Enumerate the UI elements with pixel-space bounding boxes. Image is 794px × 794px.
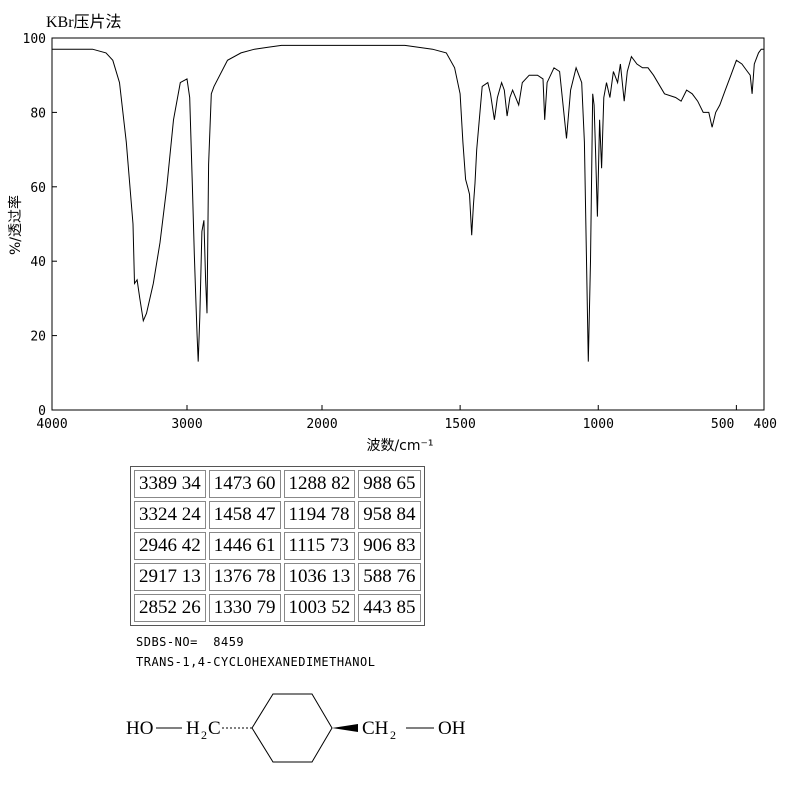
ch2-sub: 2 xyxy=(390,728,396,742)
compound-name: TRANS-1,4-CYCLOHEXANEDIMETHANOL xyxy=(136,655,376,669)
x-tick-label: 1500 xyxy=(444,417,475,432)
ir-spectrum-chart: KBr压片法 0 20 40 60 80 100 4000 3000 2000 1500 1000… xyxy=(7,13,777,454)
sdbs-info: SDBS-NO= 8459 TRANS-1,4-CYCLOHEXANEDIMET… xyxy=(136,632,375,672)
peak-table-cell: 2917 13 xyxy=(134,563,206,591)
peak-table-cell: 2946 42 xyxy=(134,532,206,560)
peak-table-cell: 1036 13 xyxy=(283,563,356,591)
peak-table-cell: 443 85 xyxy=(358,594,421,622)
peak-table-cell: 1376 78 xyxy=(208,563,281,591)
x-tick-label: 500 xyxy=(711,417,734,432)
x-tick-label: 3000 xyxy=(171,417,202,432)
peak-table-cell: 1194 78 xyxy=(283,501,356,529)
oh-right-label: OH xyxy=(438,718,466,739)
x-tick-label: 2000 xyxy=(306,417,337,432)
y-tick-label: 20 xyxy=(30,330,46,345)
peak-table-cell: 3389 34 xyxy=(134,470,206,498)
peak-table: 3389 34 1473 60 1288 82 988 65 3324 24 1458 4… xyxy=(130,466,425,626)
sdbs-number: SDBS-NO= 8459 xyxy=(136,635,245,649)
peak-table-cell: 1446 61 xyxy=(208,532,281,560)
h2c-sub: 2 xyxy=(201,728,207,742)
peak-table-cell: 1003 52 xyxy=(283,594,356,622)
y-tick-label: 100 xyxy=(23,32,46,47)
peak-table-cell: 2852 26 xyxy=(134,594,206,622)
peak-table-cell: 3324 24 xyxy=(134,501,206,529)
x-axis-ticks: 4000 3000 2000 1500 1000 500 400 xyxy=(36,405,777,432)
h2c-h: H xyxy=(186,718,200,739)
y-tick-label: 40 xyxy=(30,255,46,270)
x-tick-label: 400 xyxy=(754,417,777,432)
y-axis-ticks: 0 20 40 60 80 100 xyxy=(23,32,57,419)
peak-table-cell: 1458 47 xyxy=(208,501,281,529)
ch2-ch: CH xyxy=(362,718,389,739)
x-tick-label: 4000 xyxy=(36,417,67,432)
y-tick-label: 0 xyxy=(38,404,46,419)
plot-frame xyxy=(51,37,765,411)
peak-table-row: 2852 26 1330 79 1003 52 443 85 xyxy=(134,594,421,622)
wedge-bond-right xyxy=(332,724,358,732)
peak-table-row: 3324 24 1458 47 1194 78 958 84 xyxy=(134,501,421,529)
peak-table-row: 3389 34 1473 60 1288 82 988 65 xyxy=(134,470,421,498)
x-tick-label: 1000 xyxy=(583,417,614,432)
peak-table-cell: 1330 79 xyxy=(208,594,281,622)
peak-table-cell: 958 84 xyxy=(358,501,421,529)
spectrum-line xyxy=(52,44,764,362)
peak-table-cell: 588 76 xyxy=(358,563,421,591)
chart-title: KBr压片法 xyxy=(46,13,122,31)
cyclohexane-ring xyxy=(251,693,333,763)
peak-table-cell: 988 65 xyxy=(358,470,421,498)
ho-left-label: HO xyxy=(126,718,153,739)
peak-table-cell: 1115 73 xyxy=(283,532,356,560)
peak-table-row: 2946 42 1446 61 1115 73 906 83 xyxy=(134,532,421,560)
y-tick-label: 60 xyxy=(30,181,46,196)
peak-table-cell: 906 83 xyxy=(358,532,421,560)
structure-diagram: HO H 2 C CH 2 OH xyxy=(126,693,466,763)
peak-table-cell: 1288 82 xyxy=(283,470,356,498)
peak-table-cell: 1473 60 xyxy=(208,470,281,498)
y-tick-label: 80 xyxy=(30,106,46,121)
h2c-c: C xyxy=(208,718,221,739)
x-axis-label: 波数/cm⁻¹ xyxy=(366,438,433,454)
peak-table-row: 2917 13 1376 78 1036 13 588 76 xyxy=(134,563,421,591)
y-axis-label: %/透过率 xyxy=(7,195,24,255)
